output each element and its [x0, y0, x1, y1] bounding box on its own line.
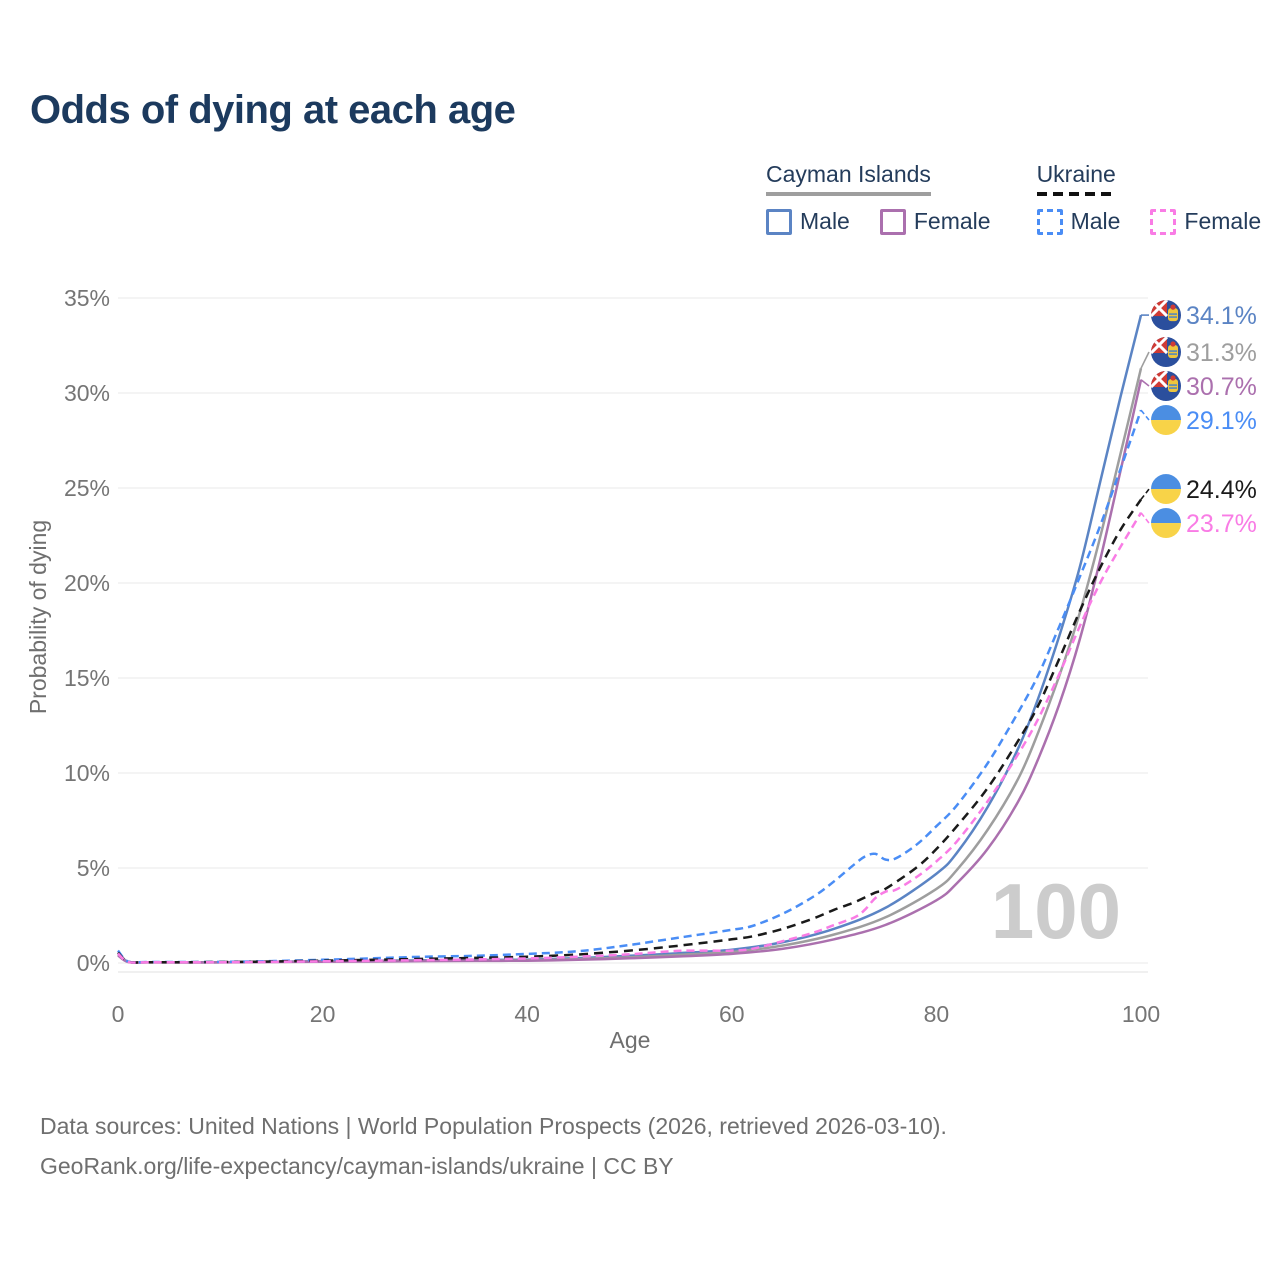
x-tick-label: 80: [924, 1001, 950, 1027]
series-line-cayman-islands-male[interactable]: [117, 314, 1143, 964]
x-tick-label: 100: [1122, 1001, 1160, 1027]
legend-swatch-cayman-male: [766, 208, 792, 235]
y-tick-label: 15%: [64, 665, 110, 691]
legend-swatch-cayman-female: [879, 208, 906, 235]
y-tick-label: 10%: [64, 760, 110, 786]
flag-ukraine-icon: [1151, 405, 1181, 436]
legend-item-label: Female: [913, 208, 991, 234]
end-leader-ukraine-both: [1140, 488, 1150, 500]
page-title: Odds of dying at each age: [30, 88, 516, 132]
end-label-ukraine-female: 23.7%: [1186, 510, 1257, 538]
watermark-age: 100: [991, 867, 1121, 955]
legend-group-cayman-islands: Cayman Islands Male Female: [766, 161, 991, 235]
y-tick-label: 5%: [77, 855, 110, 881]
flag-cayman-islands-icon: [1151, 371, 1181, 402]
y-tick-label: 35%: [64, 285, 110, 311]
end-label-cayman-islands-both: 31.3%: [1186, 339, 1257, 367]
series-line-ukraine-both[interactable]: [117, 498, 1143, 964]
footer: Data sources: United Nations | World Pop…: [40, 1106, 947, 1186]
legend-item-label: Male: [800, 208, 850, 234]
end-leader-cayman-islands-female: [1140, 379, 1150, 387]
legend-swatch-ukraine-male: [1036, 208, 1063, 235]
legend-group-label-cayman-islands: Cayman Islands: [766, 161, 931, 187]
flag-ukraine-icon: [1151, 474, 1181, 505]
x-tick-label: 0: [112, 1001, 125, 1027]
flag-cayman-islands-icon: [1151, 300, 1181, 331]
series-line-cayman-islands-female[interactable]: [117, 379, 1143, 964]
legend-item-cayman-female[interactable]: Female: [879, 208, 991, 235]
legend-items: Male Female: [766, 208, 991, 235]
end-label-ukraine-male: 29.1%: [1186, 407, 1257, 435]
legend-item-cayman-male[interactable]: Male: [766, 208, 850, 235]
series-line-ukraine-male[interactable]: [117, 409, 1143, 964]
end-label-cayman-islands-male: 34.1%: [1186, 302, 1257, 330]
flag-cayman-islands-icon: [1151, 337, 1181, 368]
y-tick-label: 30%: [64, 380, 110, 406]
legend-group-ukraine: Ukraine Male Female: [1036, 161, 1261, 235]
end-label-cayman-islands-female: 30.7%: [1186, 373, 1257, 401]
y-tick-label: 25%: [64, 475, 110, 501]
legend-item-label: Male: [1070, 208, 1121, 234]
x-tick-label: 40: [514, 1001, 540, 1027]
end-leader-ukraine-female: [1140, 512, 1150, 524]
y-tick-label: 20%: [64, 570, 110, 596]
end-label-ukraine-both: 24.4%: [1186, 476, 1257, 504]
y-tick-label: 0%: [77, 950, 110, 976]
footer-attribution: GeoRank.org/life-expectancy/cayman-islan…: [40, 1153, 674, 1179]
x-tick-label: 20: [310, 1001, 336, 1027]
legend-underline-cayman-islands: [766, 192, 931, 196]
flag-ukraine-icon: [1151, 508, 1181, 539]
legend-item-ukraine-male[interactable]: Male: [1036, 208, 1121, 235]
legend-underline-ukraine: [1036, 192, 1116, 196]
legend-items: Male Female: [1036, 208, 1261, 235]
legend: Cayman Islands Male Female Ukraine: [766, 161, 1261, 235]
legend-group-label-ukraine: Ukraine: [1036, 161, 1116, 187]
series-line-cayman-islands-both[interactable]: [117, 368, 1143, 964]
x-axis-title: Age: [610, 1027, 651, 1053]
legend-item-ukraine-female[interactable]: Female: [1150, 208, 1261, 235]
x-tick-label: 60: [719, 1001, 745, 1027]
end-leader-cayman-islands-both: [1140, 351, 1150, 369]
legend-item-label: Female: [1184, 208, 1262, 234]
y-axis-title: Probability of dying: [25, 520, 51, 714]
series-line-ukraine-female[interactable]: [117, 512, 1143, 964]
end-leader-ukraine-male: [1140, 409, 1150, 421]
footer-sources: Data sources: United Nations | World Pop…: [40, 1113, 947, 1139]
legend-swatch-ukraine-female: [1150, 208, 1177, 235]
